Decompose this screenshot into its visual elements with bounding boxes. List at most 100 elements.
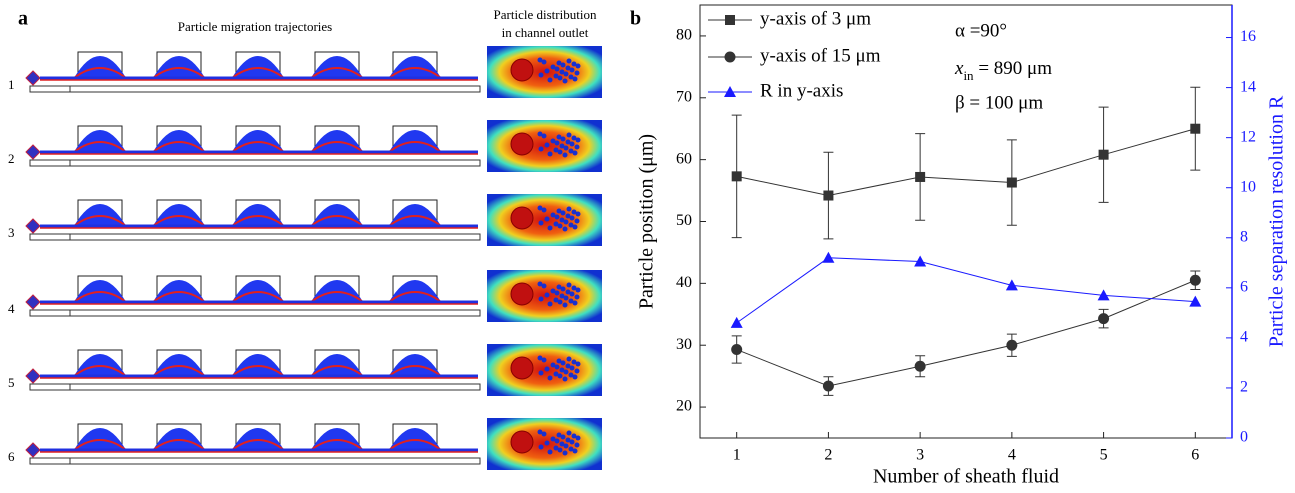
small-particle <box>553 147 559 153</box>
legend-label: R in y-axis <box>760 80 843 101</box>
small-particle <box>547 151 553 157</box>
annotation-part: = 890 μm <box>974 58 1053 79</box>
small-particle <box>559 293 565 299</box>
small-particle <box>572 224 578 230</box>
small-particle <box>544 142 550 148</box>
red-trajectory <box>388 365 442 377</box>
small-particle <box>544 68 550 74</box>
red-trajectory <box>152 215 206 227</box>
small-particle <box>566 282 572 288</box>
small-particle <box>568 74 574 80</box>
small-particle <box>557 75 563 81</box>
small-particle <box>550 212 556 218</box>
small-particle <box>547 301 553 307</box>
small-particle <box>575 435 581 441</box>
small-particle <box>557 373 563 379</box>
small-particle <box>566 430 572 436</box>
y-axis-label: Particle position (μm) <box>636 134 658 309</box>
red-trajectory <box>231 141 285 153</box>
y-tick-label: 50 <box>676 212 692 229</box>
data-point <box>1098 149 1109 160</box>
small-particle <box>560 210 566 216</box>
red-trajectory <box>73 141 127 153</box>
data-point <box>914 255 927 267</box>
small-particle <box>565 289 571 295</box>
small-particle <box>571 135 577 141</box>
y2-tick-label: 4 <box>1240 329 1248 346</box>
lower-channel <box>29 383 481 391</box>
small-particle <box>560 360 566 366</box>
small-particle <box>574 70 580 76</box>
y2-tick-label: 10 <box>1240 178 1256 195</box>
data-point <box>822 251 835 263</box>
red-trajectory <box>152 291 206 303</box>
annotation: xin = 890 μm <box>954 58 1052 83</box>
small-particle <box>544 440 550 446</box>
small-particle <box>569 215 575 221</box>
data-point <box>822 380 834 392</box>
small-particle <box>569 291 575 297</box>
small-particle <box>562 152 568 158</box>
small-particle <box>544 292 550 298</box>
small-particle <box>544 366 550 372</box>
lower-channel <box>29 309 481 317</box>
small-particle <box>569 67 575 73</box>
red-trajectory <box>310 365 364 377</box>
small-particle <box>550 362 556 368</box>
small-particle <box>575 137 581 143</box>
large-particle <box>510 132 534 156</box>
small-particle <box>554 290 560 296</box>
small-particle <box>563 443 569 449</box>
small-particle <box>568 298 574 304</box>
y2-tick-label: 16 <box>1240 28 1256 45</box>
small-particle <box>538 370 544 376</box>
small-particle <box>553 371 559 377</box>
small-particle <box>572 150 578 156</box>
small-particle <box>563 145 569 151</box>
small-particle <box>554 66 560 72</box>
lower-channel <box>29 85 481 93</box>
red-trajectory <box>73 215 127 227</box>
small-particle <box>575 211 581 217</box>
small-particle <box>563 71 569 77</box>
small-particle <box>562 450 568 456</box>
legend-label: y-axis of 3 μm <box>760 8 871 29</box>
small-particle <box>556 284 562 290</box>
small-particle <box>563 369 569 375</box>
small-particle <box>550 436 556 442</box>
red-trajectory <box>388 439 442 451</box>
small-particle <box>574 144 580 150</box>
small-particle <box>569 141 575 147</box>
small-particle <box>565 65 571 71</box>
small-particle <box>537 281 543 287</box>
small-particle <box>553 445 559 451</box>
y-tick-label: 20 <box>676 398 692 415</box>
small-particle <box>557 299 563 305</box>
small-particle <box>537 57 543 63</box>
x-tick-label: 5 <box>1100 447 1108 464</box>
large-particle <box>510 206 534 230</box>
row-label: 5 <box>8 375 15 390</box>
small-particle <box>571 209 577 215</box>
small-particle <box>547 375 553 381</box>
small-particle <box>559 143 565 149</box>
red-trajectory <box>388 141 442 153</box>
data-point <box>731 344 743 356</box>
y2-tick-label: 6 <box>1240 278 1248 295</box>
small-particle <box>553 73 559 79</box>
red-trajectory <box>310 215 364 227</box>
chart: 1 2 3 4 5 6203040506070800246810121416Number … <box>636 4 1288 488</box>
small-particle <box>571 433 577 439</box>
small-particle <box>554 140 560 146</box>
small-particle <box>559 217 565 223</box>
inlet <box>25 144 41 160</box>
inlet <box>25 368 41 384</box>
data-point <box>731 171 742 182</box>
small-particle <box>574 442 580 448</box>
red-trajectory <box>388 215 442 227</box>
legend-marker <box>724 51 736 63</box>
x-tick-label: 6 <box>1191 447 1199 464</box>
annotation-part: x <box>954 58 964 79</box>
small-particle <box>562 226 568 232</box>
y2-tick-label: 2 <box>1240 379 1248 396</box>
